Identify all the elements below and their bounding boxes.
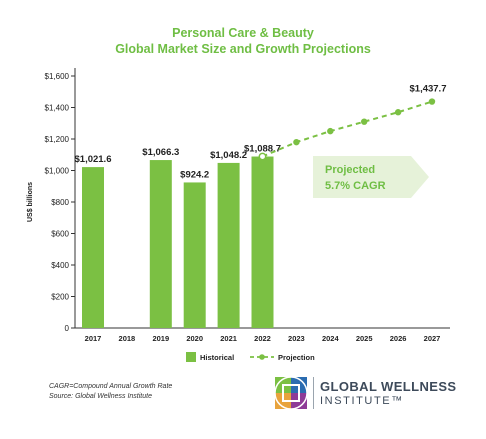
legend-label-projection: Projection bbox=[278, 353, 315, 362]
cagr-note: CAGR=Compound Annual Growth Rate bbox=[49, 383, 173, 390]
x-tick-label: 2027 bbox=[424, 334, 441, 343]
bar bbox=[149, 160, 172, 328]
gwi-logo: GLOBAL WELLNESS INSTITUTE™ bbox=[272, 373, 482, 413]
logo-text-line1: GLOBAL WELLNESS bbox=[320, 379, 457, 394]
chart-notes: CAGR=Compound Annual Growth Rate Source:… bbox=[49, 382, 172, 402]
y-tick-label: $1,400 bbox=[45, 104, 70, 113]
projection-end-label: $1,437.7 bbox=[410, 84, 447, 95]
y-tick-label: $400 bbox=[51, 261, 69, 270]
callout-label-line1: Projected bbox=[325, 164, 375, 176]
projection-line bbox=[262, 100, 433, 158]
logo-divider bbox=[313, 377, 314, 409]
bar bbox=[183, 182, 206, 328]
projection-point bbox=[327, 127, 334, 135]
x-tick-label: 2020 bbox=[186, 334, 203, 343]
bar-value-label: $1,088.7 bbox=[244, 144, 281, 155]
projection-point bbox=[361, 118, 368, 125]
y-tick-label: $1,000 bbox=[45, 167, 70, 176]
y-axis-label: US$ billions bbox=[27, 182, 34, 222]
y-tick-label: $800 bbox=[51, 198, 69, 207]
projection-point bbox=[293, 138, 300, 146]
x-tick-label: 2025 bbox=[356, 334, 373, 343]
bar-value-label: $1,021.6 bbox=[75, 154, 112, 165]
logo-text-line2: INSTITUTE™ bbox=[320, 395, 404, 407]
cagr-callout-arrow bbox=[313, 156, 429, 198]
x-tick-label: 2024 bbox=[322, 334, 340, 343]
legend-swatch-historical bbox=[186, 352, 196, 362]
projection-point bbox=[258, 152, 267, 161]
y-tick-label: $1,200 bbox=[45, 135, 70, 144]
gwi-logo-icon bbox=[274, 376, 308, 410]
y-tick-label: $1,600 bbox=[45, 72, 70, 81]
x-tick-label: 2026 bbox=[390, 334, 407, 343]
bar-value-label: $1,066.3 bbox=[142, 147, 179, 158]
x-tick-label: 2017 bbox=[85, 334, 102, 343]
x-tick-label: 2019 bbox=[152, 334, 169, 343]
y-tick-label: $600 bbox=[51, 230, 69, 239]
legend-label-historical: Historical bbox=[200, 353, 234, 362]
x-tick-label: 2018 bbox=[119, 334, 136, 343]
chart-title-line1: Personal Care & Beauty bbox=[172, 26, 314, 40]
bar bbox=[82, 167, 104, 328]
chart-title-line2: Global Market Size and Growth Projection… bbox=[115, 42, 371, 56]
bar bbox=[217, 162, 240, 328]
projection-point bbox=[394, 109, 402, 116]
bar-value-label: $924.2 bbox=[180, 169, 209, 180]
x-tick-label: 2023 bbox=[288, 334, 305, 343]
y-tick-label: 0 bbox=[65, 324, 70, 333]
projection-point bbox=[428, 98, 436, 105]
x-tick-label: 2021 bbox=[220, 334, 237, 343]
y-tick-label: $200 bbox=[51, 293, 69, 302]
legend-swatch-projection-point bbox=[259, 354, 265, 360]
source-note: Source: Global Wellness Institute bbox=[49, 393, 152, 400]
x-tick-label: 2022 bbox=[254, 334, 271, 343]
bar-value-label: $1,048.2 bbox=[210, 150, 247, 161]
bar bbox=[251, 156, 274, 328]
callout-label-line2: 5.7% CAGR bbox=[325, 180, 386, 192]
